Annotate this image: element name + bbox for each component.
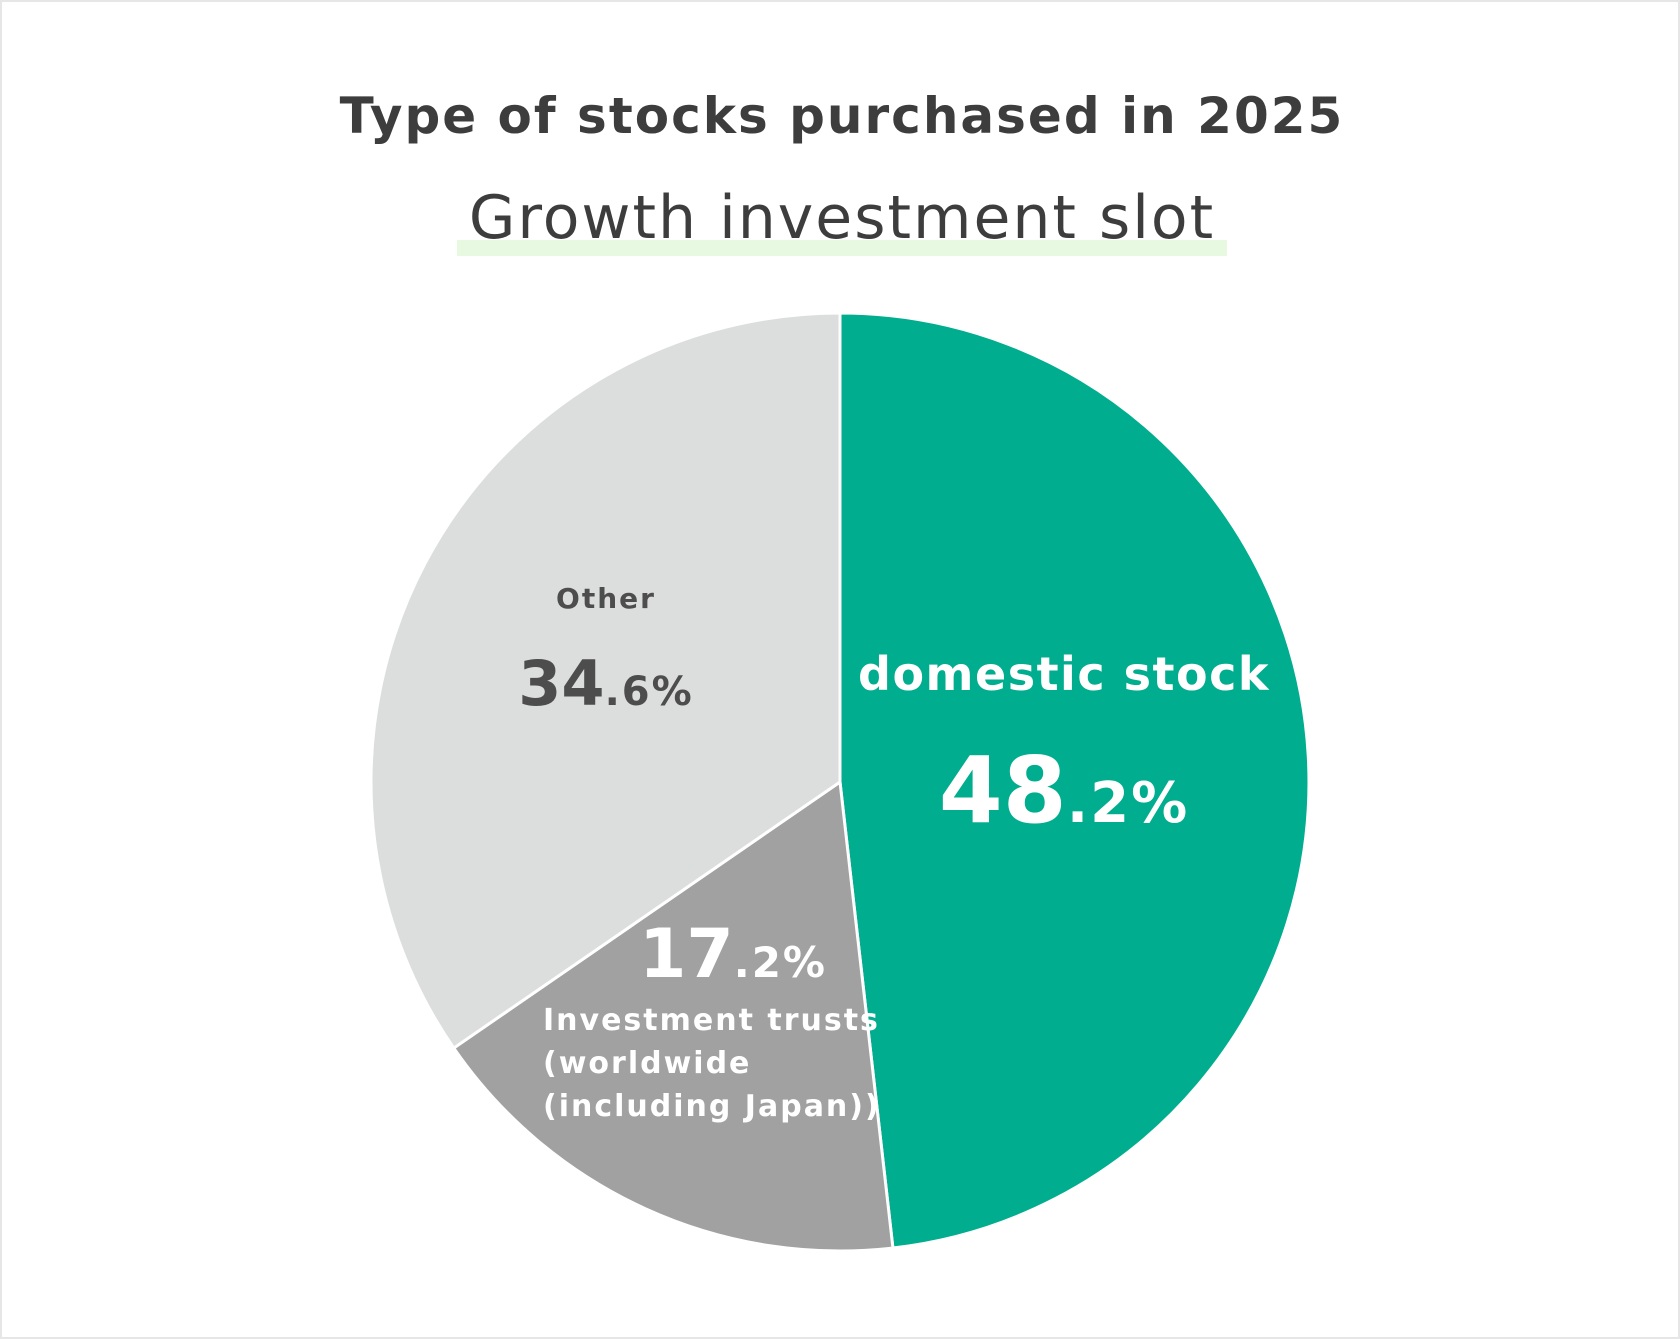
- slice-value-2: 17.2%: [639, 915, 827, 994]
- slice-label-1-line-1: domestic stock: [858, 647, 1270, 701]
- slice-label-3-line-1: Other: [556, 582, 656, 615]
- slice-label-2-line-3: (including Japan)): [543, 1089, 881, 1124]
- slice-value-int-1: 48: [939, 737, 1067, 844]
- slice-value-3: 34.6%: [518, 647, 693, 720]
- slice-value-int-2: 17: [639, 915, 734, 994]
- slice-label-2-line-2: (worldwide: [543, 1046, 751, 1081]
- slice-value-dec-1: .2%: [1067, 771, 1189, 836]
- pie-slice-2: [452, 780, 895, 1253]
- slice-value-dec-3: .6%: [605, 669, 694, 715]
- slice-label-2-line-1: Investment trusts: [543, 1003, 880, 1038]
- slice-value-1: 48.2%: [939, 737, 1189, 844]
- pie-slice-3: [369, 311, 842, 1050]
- pie-slice-1: [838, 311, 1311, 1250]
- chart-subtitle: Growth investment slot: [456, 180, 1228, 256]
- slice-value-int-3: 34: [518, 647, 604, 720]
- chart-title: Type of stocks purchased in 2025: [339, 87, 1345, 145]
- chart-subtitle-container: Growth investment slot: [2, 180, 1678, 256]
- slice-value-dec-2: .2%: [734, 938, 827, 987]
